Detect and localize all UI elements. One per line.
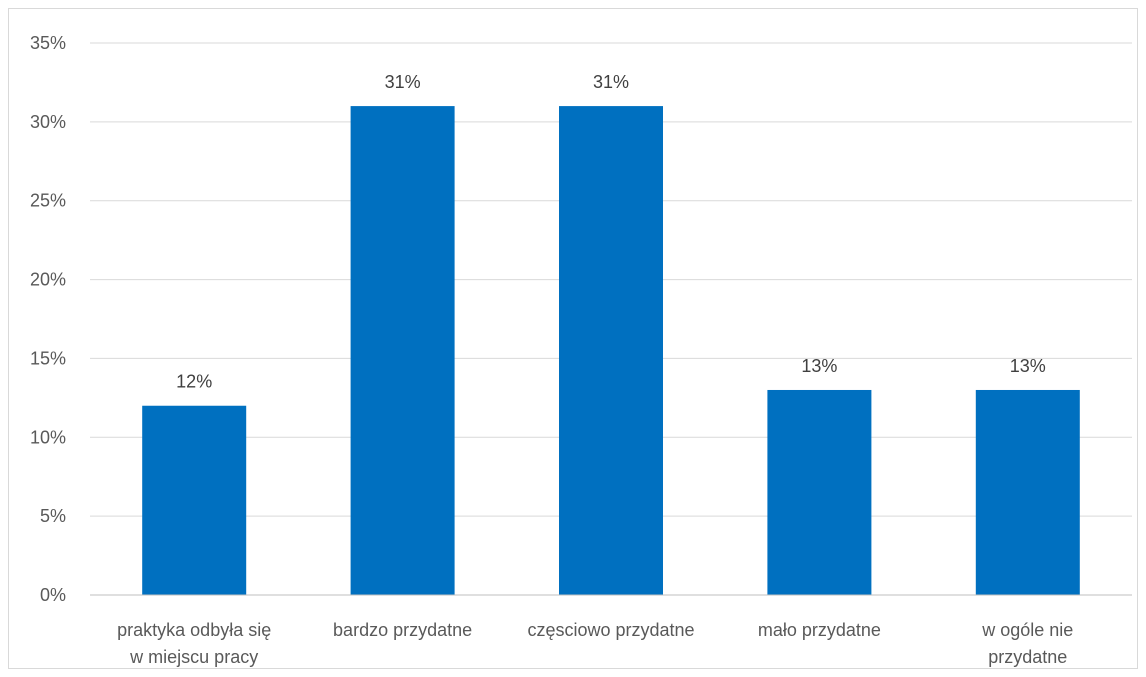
x-tick-label: w ogóle nie [981,620,1073,640]
bar [975,389,1080,595]
data-label: 31% [593,72,629,92]
data-label: 12% [176,372,212,392]
data-label: 13% [1010,356,1046,376]
y-tick-label: 25% [30,191,66,211]
data-label: 31% [385,72,421,92]
x-tick-label: bardzo przydatne [333,620,472,640]
bar [350,106,455,595]
y-tick-label: 15% [30,348,66,368]
x-tick-label: praktyka odbyła się [117,620,271,640]
x-tick-label: mało przydatne [758,620,881,640]
bar [767,389,872,595]
y-tick-label: 5% [40,506,66,526]
y-tick-label: 10% [30,427,66,447]
x-tick-label: częsciowo przydatne [527,620,694,640]
x-tick-label: w miejscu pracy [129,647,258,667]
x-tick-label: przydatne [988,647,1067,667]
y-tick-label: 35% [30,33,66,53]
y-tick-label: 20% [30,270,66,290]
bar [559,106,663,595]
data-label: 13% [801,356,837,376]
y-tick-label: 0% [40,585,66,605]
y-tick-label: 30% [30,112,66,132]
bar [142,405,247,595]
